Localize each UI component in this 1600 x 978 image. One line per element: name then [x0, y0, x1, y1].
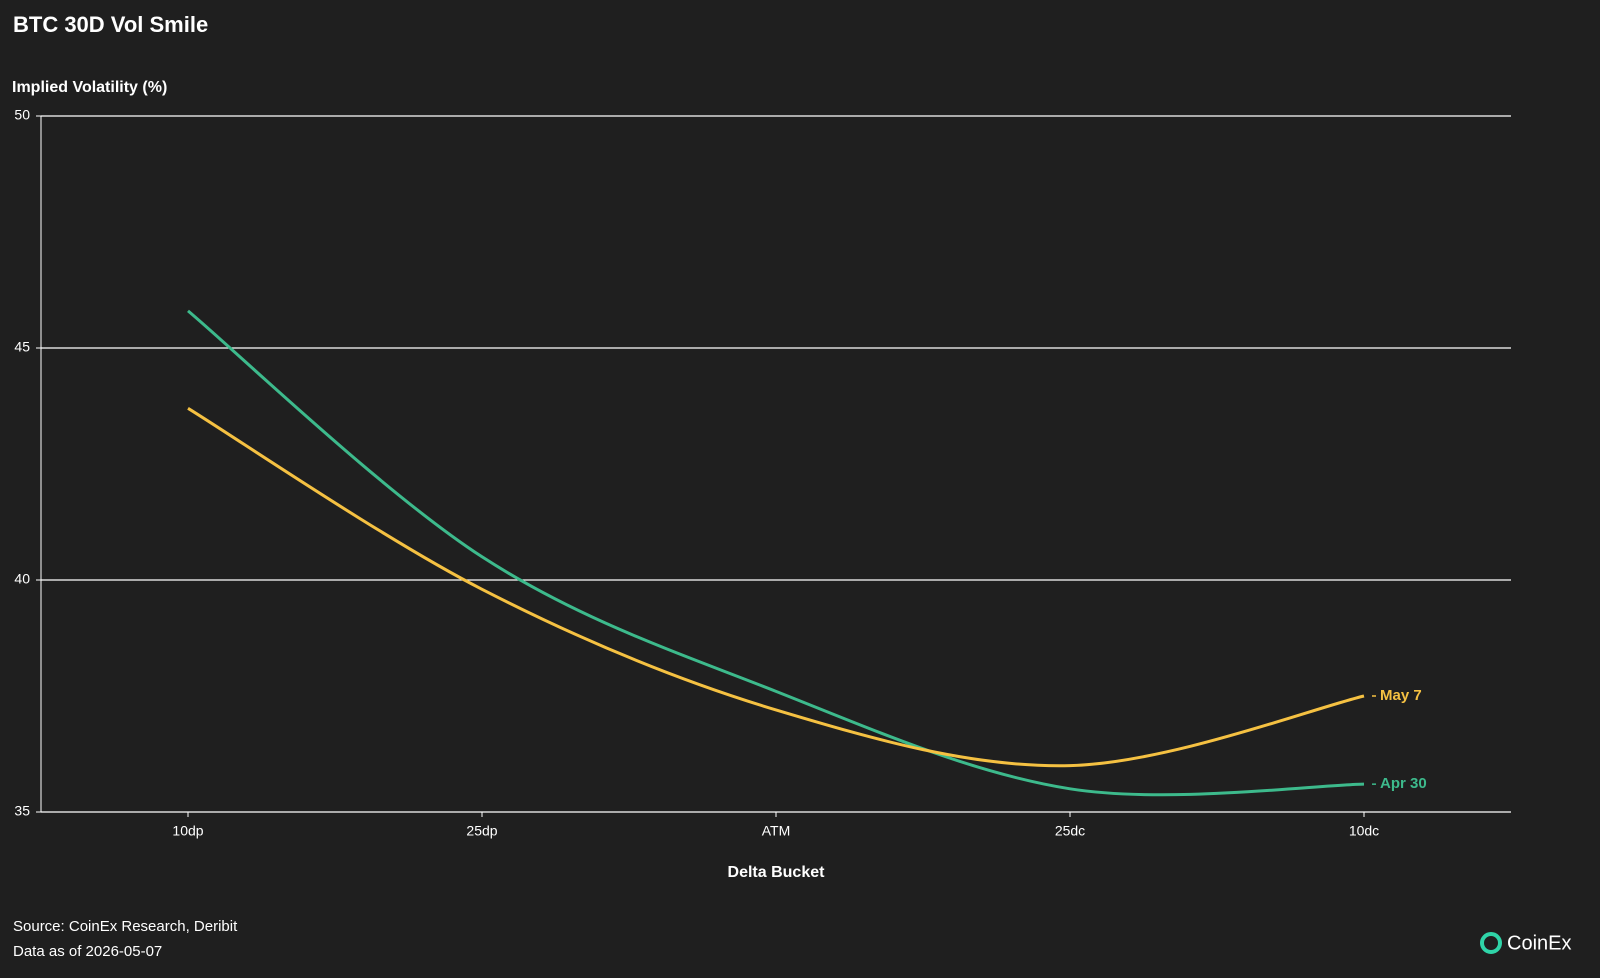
series-line	[187, 407, 1365, 768]
y-tick-label: 35	[14, 803, 30, 819]
series-line	[187, 309, 1365, 797]
brand-logo: CoinEx	[1480, 932, 1571, 954]
x-tick-label: 10dp	[172, 823, 203, 839]
x-tick-label: 10dc	[1349, 823, 1379, 839]
y-tick-label: 40	[14, 571, 30, 587]
chart-title: BTC 30D Vol Smile	[13, 12, 208, 37]
date-note: Data as of 2026-05-07	[13, 943, 162, 960]
x-axis-title: Delta Bucket	[728, 864, 826, 881]
series-end-label: Apr 30	[1380, 775, 1427, 792]
x-tick-label: ATM	[762, 823, 791, 839]
y-tick-label: 45	[14, 339, 30, 355]
series-end-label: May 7	[1380, 687, 1422, 704]
x-tick-label: 25dp	[466, 823, 497, 839]
y-tick-label: 50	[14, 107, 30, 123]
brand-name: CoinEx	[1507, 932, 1571, 954]
y-axis-title: Implied Volatility (%)	[12, 79, 167, 96]
x-tick-label: 25dc	[1055, 823, 1085, 839]
brand-icon	[1480, 932, 1502, 954]
source-note: Source: CoinEx Research, Deribit	[13, 918, 238, 935]
